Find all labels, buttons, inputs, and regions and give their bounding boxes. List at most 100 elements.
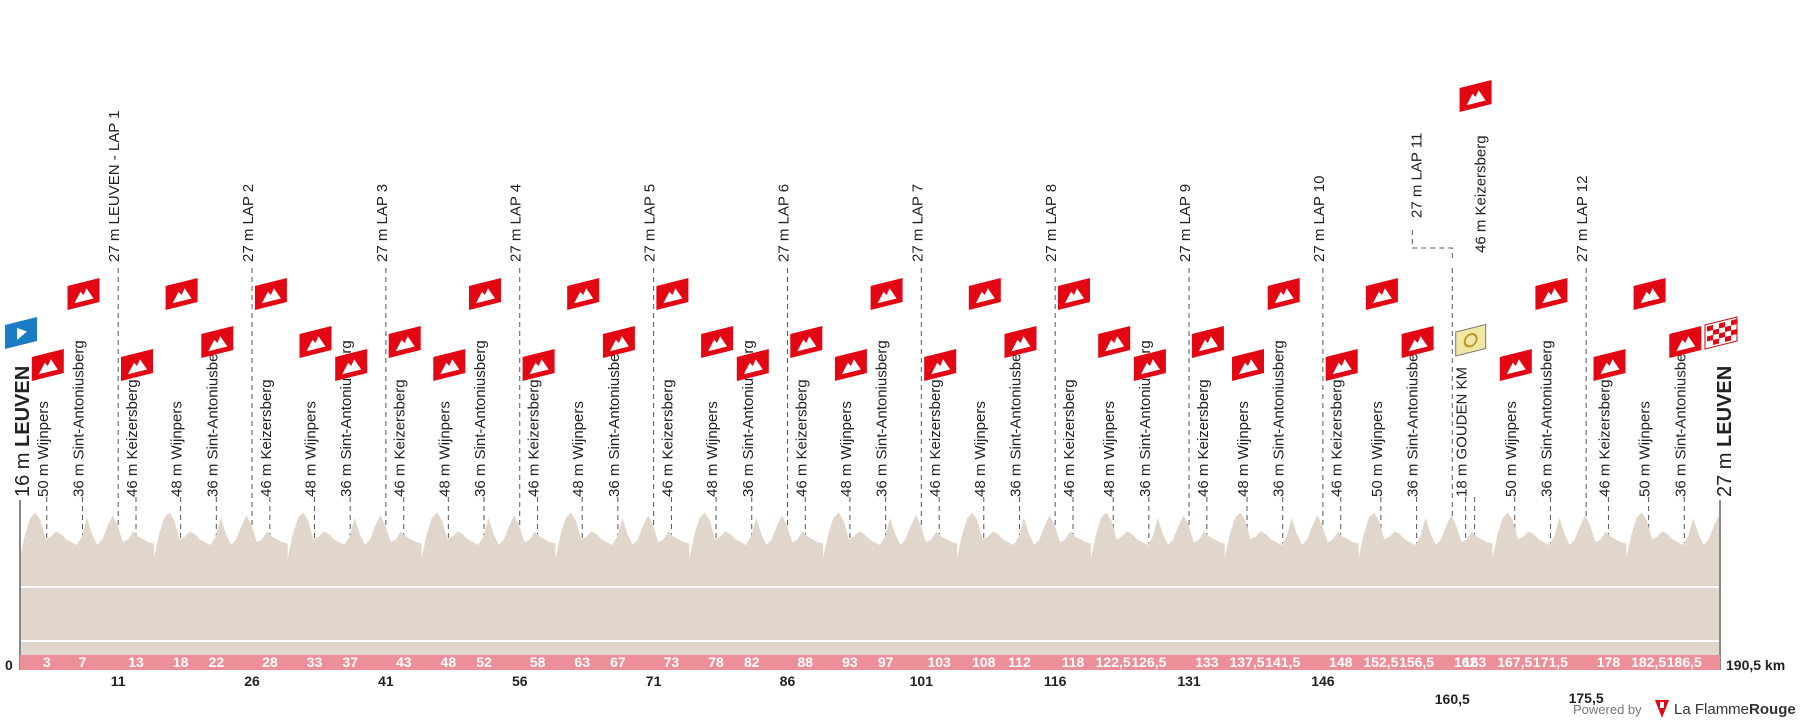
climb-label: 48 m Wijnpers [1235,401,1252,497]
km-tick-label: 152,5 [1363,654,1398,670]
checker-square [1725,325,1731,333]
guide-lines-layer [46,230,1685,655]
km-tick-label: 112 [1008,654,1031,670]
start-altitude-label: 16 m LEUVEN [12,366,34,497]
climb-label: 48 m Wijnpers [570,401,587,497]
mountain-glyph [1542,288,1562,304]
flag-body [1365,278,1398,310]
flag-body [165,278,198,310]
climb-label: 46 m Keizersberg [392,379,409,497]
km-tick-label: 26 [244,673,260,689]
mountain-glyph [1140,359,1160,375]
km-tick-label: 97 [878,654,894,670]
mountain-glyph [38,359,58,375]
mountain-glyph [208,336,228,352]
km-tick-label: 56 [512,673,528,689]
mountain-glyph [708,336,728,352]
flag-body [1499,349,1532,381]
endpoints-layer: 16 m LEUVEN 0 27 m LEUVEN 190,5 km [5,366,1785,673]
climb-label: 36 m Sint-Antoniusberg [874,340,891,497]
climb-flag-icon [1535,278,1568,310]
flag-body [790,326,823,358]
climb-label: 36 m Sint-Antoniusberg [1538,340,1555,497]
mountain-glyph [797,336,817,352]
flag-body [31,349,64,381]
km-tick-label: 48 [441,654,457,670]
mountain-glyph [261,288,281,304]
lap-label: 27 m LAP 11 [1408,133,1425,218]
elevation-area [20,512,1720,655]
mountain-glyph [877,288,897,304]
lap-label: 27 m LAP 10 [1311,176,1328,262]
lap11-connector [1411,230,1453,258]
climb-flag-icon [1365,278,1398,310]
km-tick-label: 116 [1044,673,1067,689]
point-labels-layer: 50 m Wijnpers 36 m Sint-Antoniusberg 27 m … [35,111,1690,497]
mountain-glyph [1198,336,1218,352]
climb-flag-icon [790,326,823,358]
climb-flag-icon [67,278,100,310]
climb-label: 36 m Sint-Antoniusberg [71,340,88,497]
climb-label: 36 m Sint-Antoniusberg [740,340,757,497]
climb-flag-icon [1401,326,1434,358]
km-tick-label: 156,5 [1399,654,1434,670]
mountain-glyph [743,359,763,375]
flag-body [1459,80,1492,112]
climb-flag-icon [736,349,769,381]
mountain-glyph [1239,359,1258,375]
flag-body [1669,326,1702,358]
km-tick-label: 126,5 [1131,654,1166,670]
flag-body [1535,278,1568,310]
climb-flag-icon [254,278,287,310]
checker-square [1731,329,1737,336]
km-tick-label: 43 [396,654,412,670]
km-tick-label: 131 [1177,673,1201,689]
km-tick-label: 160,5 [1435,691,1470,707]
km-tick-label: 58 [530,654,546,670]
checker-square [1713,338,1719,346]
km-tick-label: 122,5 [1096,654,1131,670]
flag-body [388,326,421,358]
sprint-glyph [1463,333,1478,348]
climb-flag-icon [522,349,555,381]
climb-label: 46 m Keizersberg [1061,379,1078,497]
climb-label: 46 m Keizersberg [927,379,944,497]
km-tick-label: 13 [128,654,144,670]
mountain-glyph [440,359,460,375]
km-tick-label: 103 [927,654,951,670]
checker-square [1725,335,1731,343]
climb-flag-icon [567,278,600,310]
lap-label: 27 m LAP 2 [240,184,257,262]
km-tick-label: 148 [1329,654,1353,670]
climb-label: 48 m Wijnpers [1101,401,1118,497]
sprint-flag-icon [1455,323,1487,357]
lap-label: 27 m LAP 6 [776,184,793,262]
checker-square [1719,332,1725,339]
km-tick-label: 167,5 [1497,654,1532,670]
mountain-glyph [342,359,362,375]
km-tick-label: 11 [111,673,126,689]
km-tick-label: 7 [79,654,87,670]
km-tick-label: 93 [842,654,858,670]
flag-body [201,326,234,358]
km-tick-label: 37 [342,654,358,670]
mountain-glyph [74,288,94,304]
mountain-glyph [306,336,326,352]
climb-flag-icon [1325,349,1358,381]
brand-name: La FlammeRouge [1674,701,1796,718]
flag-body [67,278,100,310]
climb-label: 36 m Sint-Antoniusberg [1271,340,1288,497]
mountain-glyph [1274,288,1294,304]
climb-flag-icon [469,278,501,310]
climb-label: 46 m Keizersberg [526,379,543,497]
km-tick-label: 3 [43,654,51,670]
climb-flag-icon [1098,326,1131,358]
climb-flag-icon [1593,349,1626,381]
mountain-glyph [1408,336,1428,352]
mountain-glyph [1466,90,1486,106]
climb-flag-icon [1669,326,1702,358]
mountain-glyph [1011,336,1031,352]
mountain-glyph [529,359,549,375]
flag-body [1593,349,1626,381]
